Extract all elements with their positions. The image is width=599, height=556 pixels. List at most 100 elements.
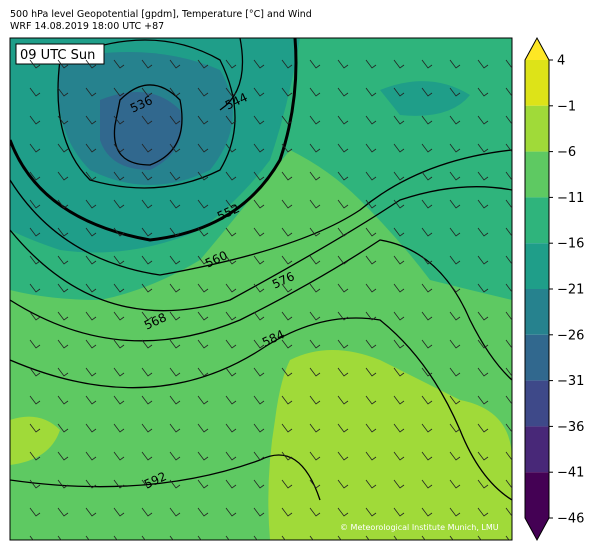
wind-barb	[141, 227, 153, 237]
wind-barb	[169, 311, 181, 321]
wind-barb	[85, 311, 97, 321]
wind-barb	[141, 339, 153, 349]
wind-barb	[337, 535, 342, 540]
wind-barb	[197, 283, 209, 293]
wind-barb	[225, 423, 237, 433]
wind-barb	[449, 171, 461, 181]
wind-barb	[253, 395, 265, 405]
wind-barb	[197, 199, 209, 209]
wind-barb	[141, 367, 153, 377]
wind-barb	[337, 115, 349, 125]
wind-barb	[365, 395, 377, 405]
wind-barb	[57, 115, 69, 125]
wind-barb	[29, 451, 41, 461]
wind-barb	[141, 87, 153, 97]
wind-barb	[449, 507, 461, 517]
wind-barb	[393, 507, 405, 517]
wind-barb	[421, 423, 433, 433]
wind-barb	[477, 535, 482, 540]
wind-barb	[57, 423, 69, 433]
wind-barb	[337, 199, 349, 209]
colorbar-extend-bottom	[525, 518, 549, 540]
wind-barb	[421, 171, 433, 181]
wind-barb	[169, 199, 181, 209]
wind-barb	[505, 59, 512, 69]
wind-barb	[393, 59, 405, 69]
wind-barb	[169, 535, 174, 540]
wind-barb	[169, 115, 181, 125]
wind-barb	[393, 451, 405, 461]
wind-barb	[365, 507, 377, 517]
wind-barb	[57, 479, 69, 489]
colorbar-segment	[525, 334, 549, 381]
wind-barb	[309, 255, 321, 265]
wind-barb	[393, 171, 405, 181]
wind-barb	[309, 479, 321, 489]
map	[10, 38, 512, 540]
wind-barb	[505, 395, 512, 405]
wind-barb	[29, 227, 41, 237]
wind-barb	[57, 451, 69, 461]
time-label: 09 UTC Sun	[20, 48, 95, 63]
wind-barb	[393, 479, 405, 489]
wind-barb	[29, 199, 41, 209]
wind-barb	[309, 115, 321, 125]
wind-barb	[225, 227, 237, 237]
wind-barb	[29, 143, 41, 153]
wind-barb	[253, 311, 265, 321]
wind-barb	[197, 171, 209, 181]
wind-barb	[365, 199, 377, 209]
wind-barb	[225, 451, 237, 461]
wind-barb	[421, 395, 433, 405]
wind-barb	[365, 87, 377, 97]
wind-barb	[477, 367, 489, 377]
wind-barb	[477, 87, 489, 97]
wind-barb	[449, 423, 461, 433]
wind-barb	[113, 227, 125, 237]
wind-barb	[449, 143, 461, 153]
wind-barb	[57, 535, 62, 540]
wind-barb	[113, 143, 125, 153]
wind-barb	[141, 311, 153, 321]
wind-barb	[197, 395, 209, 405]
wind-barb	[85, 479, 97, 489]
wind-barb	[85, 507, 97, 517]
wind-barb	[225, 367, 237, 377]
colorbar-segment	[525, 197, 549, 244]
subtitle: WRF 14.08.2019 18:00 UTC +87	[10, 21, 164, 32]
wind-barb	[113, 339, 125, 349]
wind-barb	[337, 339, 349, 349]
wind-barb	[281, 171, 293, 181]
wind-barb	[141, 535, 146, 540]
wind-barb	[421, 227, 433, 237]
wind-barb	[169, 227, 181, 237]
wind-barb	[57, 199, 69, 209]
wind-barb	[477, 507, 489, 517]
wind-barb	[57, 255, 69, 265]
wind-barb	[253, 535, 258, 540]
wind-barb	[337, 395, 349, 405]
wind-barb	[197, 87, 209, 97]
wind-barb	[169, 479, 181, 489]
wind-barb	[281, 59, 293, 69]
wind-barb	[309, 199, 321, 209]
wind-barb	[477, 423, 489, 433]
wind-barb	[141, 59, 153, 69]
wind-barb	[365, 535, 370, 540]
wind-barb	[29, 59, 41, 69]
wind-barb	[505, 87, 512, 97]
wind-barb	[477, 339, 489, 349]
wind-barb	[281, 423, 293, 433]
wind-barb	[421, 367, 433, 377]
wind-barb	[309, 395, 321, 405]
colorbar-tick-label: 4	[557, 54, 565, 69]
wind-barb	[309, 367, 321, 377]
wind-barb	[309, 535, 314, 540]
wind-barb	[29, 535, 34, 540]
wind-barb	[505, 171, 512, 181]
wind-barb	[449, 395, 461, 405]
wind-barb	[85, 283, 97, 293]
wind-barb	[225, 283, 237, 293]
wind-barb	[197, 339, 209, 349]
wind-barb	[309, 171, 321, 181]
